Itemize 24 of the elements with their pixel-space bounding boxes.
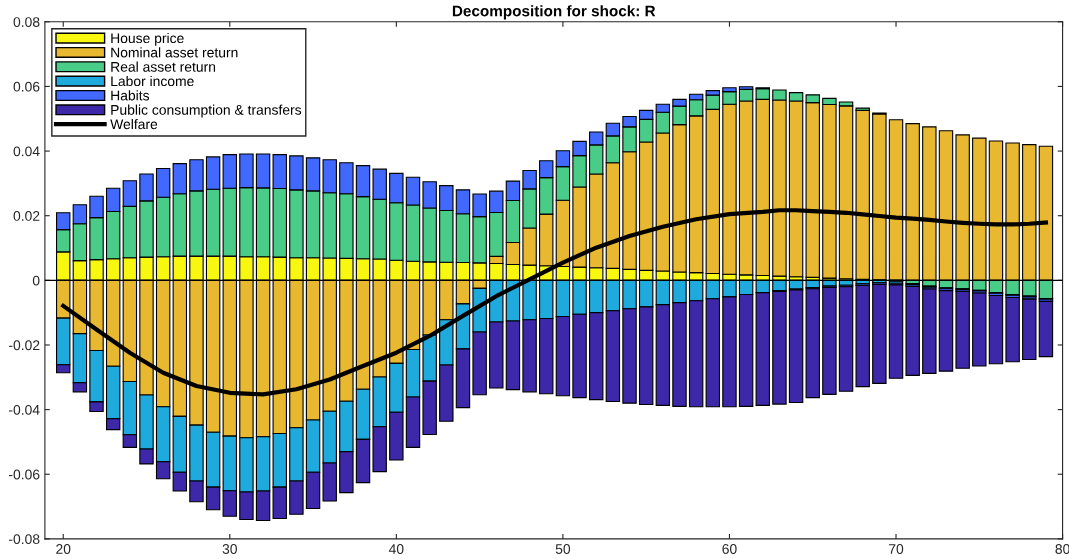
legend-label: House price [111,32,184,46]
legend-label: Welfare [110,118,158,130]
legend-label: Public consumption & transfers [111,104,302,118]
legend-label: Habits [111,90,150,101]
x-tick-label: 30 [222,544,237,554]
y-tick-label: 0 [32,275,40,286]
x-tick-label: 20 [56,544,71,554]
y-tick-label: -0.06 [9,469,40,480]
y-tick-label: -0.08 [9,534,40,545]
x-tick-label: 40 [388,544,404,554]
legend-label: Nominal asset return [111,47,238,58]
y-tick-label: -0.04 [9,404,40,415]
y-tick-label: -0.02 [9,340,40,351]
legend-label: Real asset return [111,61,216,72]
y-tick-label: 0.04 [13,146,40,157]
y-tick-label: 0.02 [13,211,40,221]
y-tick-label: 0.06 [13,81,40,92]
legend-label: Labor income [111,75,194,87]
x-tick-label: 60 [722,544,737,554]
y-tick-label: 0.08 [13,17,40,27]
x-tick-label: 70 [889,544,904,554]
x-tick-label: 50 [555,544,571,554]
x-tick-label: 80 [1055,544,1069,554]
chart-title: Decomposition for shock: R [452,5,656,20]
